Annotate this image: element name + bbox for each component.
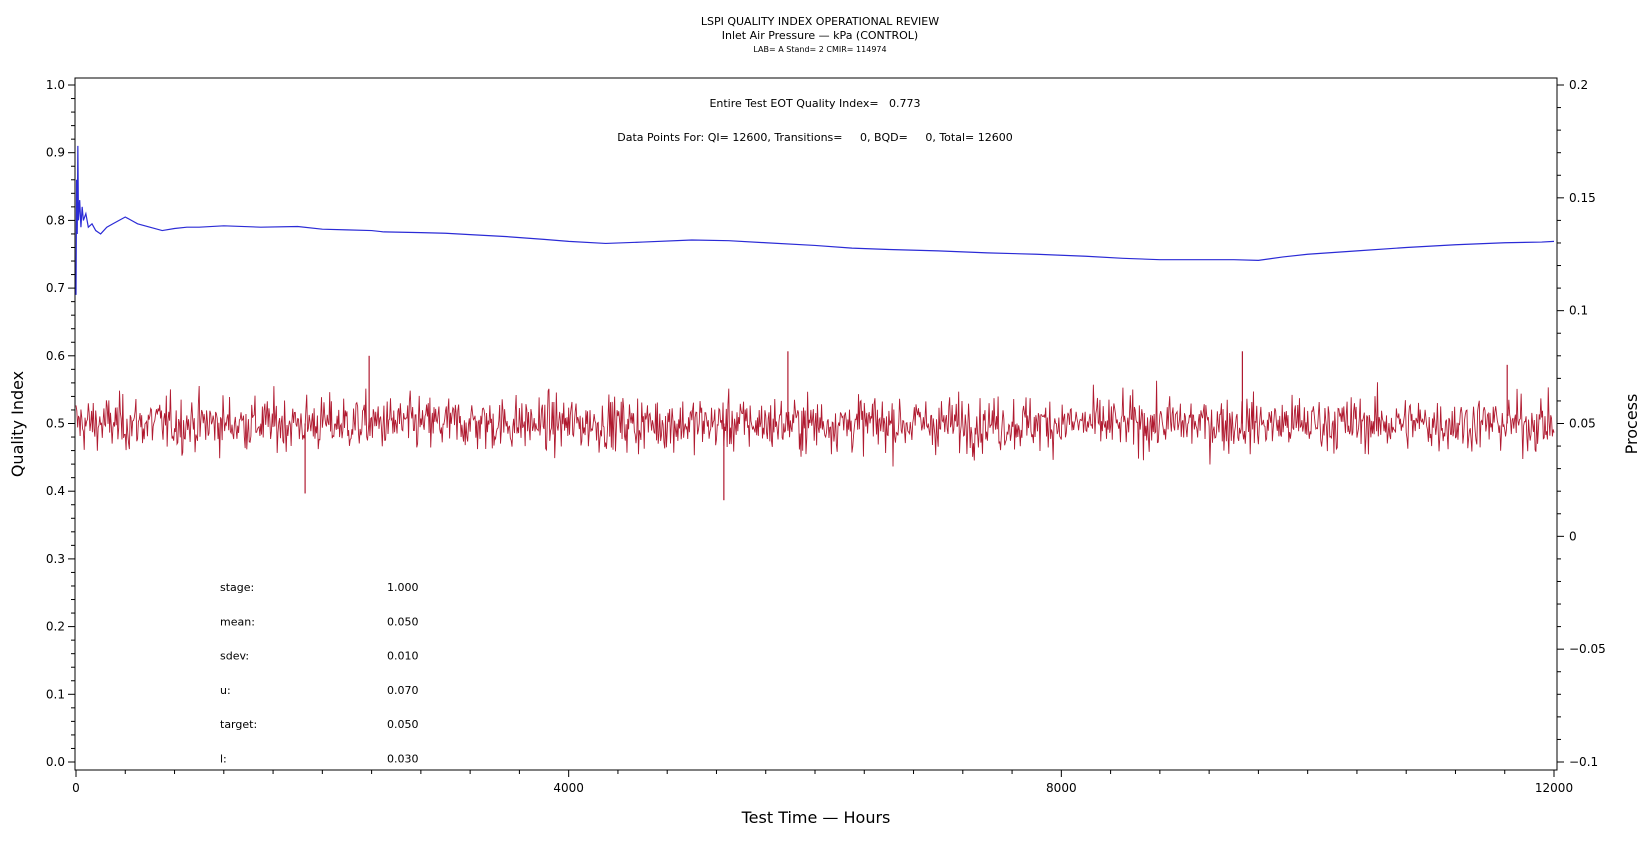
stat-label: mean: [220, 615, 255, 628]
y-axis-left: 0.0 0.1 0.2 0.3 0.4 0.5 0.6 0.7 0.8 0.9 1.0 [46, 78, 75, 769]
y-tick-label: 0.7 [46, 281, 65, 295]
x-axis: 0 4000 8000 12000 [72, 770, 1573, 795]
y2-tick-label: −0.1 [1569, 755, 1598, 769]
stat-value: 0.050 [387, 615, 419, 628]
quality-index-line [75, 145, 1555, 295]
stat-value: 0.070 [387, 684, 419, 697]
x-tick-label: 4000 [553, 781, 584, 795]
stat-value: 0.010 [387, 650, 419, 663]
chart-title: LSPI QUALITY INDEX OPERATIONAL REVIEW [701, 15, 939, 28]
y-tick-label: 0.5 [46, 417, 65, 431]
y2-axis-label: Process [1622, 394, 1641, 455]
y-tick-label: 0.8 [46, 213, 65, 227]
y-axis-label: Quality Index [8, 371, 27, 477]
stats-block: stage: 1.000 mean: 0.050 sdev: 0.010 u: 0.070 ta… [220, 581, 419, 766]
y-axis-right: −0.1 −0.05 0 0.05 0.1 0.15 0.2 [1557, 78, 1606, 769]
y-tick-label: 1.0 [46, 78, 65, 92]
y-tick-label: 0.1 [46, 687, 65, 701]
y-tick-label: 0.3 [46, 552, 65, 566]
annotation-data-points: Data Points For: QI= 12600, Transitions=… [617, 131, 1012, 144]
y2-tick-label: −0.05 [1569, 642, 1606, 656]
y2-tick-label: 0.05 [1569, 417, 1596, 431]
stat-label: u: [220, 684, 231, 697]
stat-value: 0.030 [387, 753, 419, 766]
y2-tick-label: 0.15 [1569, 191, 1596, 205]
x-axis-label: Test Time — Hours [741, 808, 891, 827]
series-process [75, 351, 1555, 501]
y-tick-label: 0.6 [46, 349, 65, 363]
x-tick-label: 8000 [1046, 781, 1077, 795]
process-line [75, 380, 1555, 467]
series-quality-index [75, 145, 1555, 295]
stat-value: 0.050 [387, 718, 419, 731]
annotation-quality-index: Entire Test EOT Quality Index= 0.773 [709, 97, 920, 110]
y2-tick-label: 0.2 [1569, 78, 1588, 92]
chart-subtitle: Inlet Air Pressure — kPa (CONTROL) [722, 29, 918, 42]
chart-subtitle-lab: LAB= A Stand= 2 CMIR= 114974 [753, 45, 886, 54]
x-tick-label: 0 [72, 781, 80, 795]
stat-label: sdev: [220, 650, 249, 663]
y-tick-label: 0.2 [46, 620, 65, 634]
stat-label: target: [220, 718, 257, 731]
stat-label: l: [220, 753, 227, 766]
y-tick-label: 0.9 [46, 146, 65, 160]
x-tick-label: 12000 [1535, 781, 1573, 795]
y2-tick-label: 0.1 [1569, 304, 1588, 318]
y-tick-label: 0.4 [46, 484, 65, 498]
y-tick-label: 0.0 [46, 755, 65, 769]
stat-value: 1.000 [387, 581, 419, 594]
y2-tick-label: 0 [1569, 529, 1577, 543]
stat-label: stage: [220, 581, 254, 594]
